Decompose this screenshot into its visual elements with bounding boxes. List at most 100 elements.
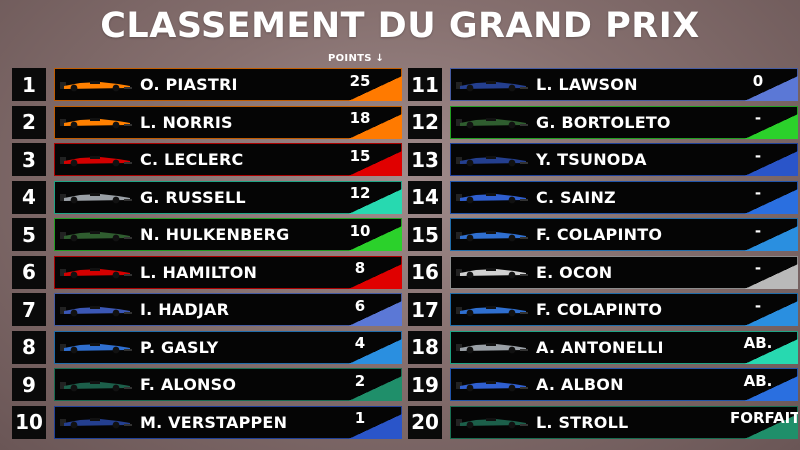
driver-name: A. ANTONELLI xyxy=(536,337,664,357)
points-value: 18 xyxy=(349,109,371,128)
standings-row: 15 F. COLAPINTO - xyxy=(408,218,798,252)
points-value: 6 xyxy=(354,296,366,315)
blue-pink-car-icon xyxy=(60,343,132,354)
standings-row: 18 A. ANTONELLI AB. xyxy=(408,330,798,364)
standings-row: 16 E. OCON - xyxy=(408,255,798,289)
driver-name: L. LAWSON xyxy=(536,75,638,94)
position-number: 18 xyxy=(408,330,442,364)
standings-row: 1 O. PIASTRI 25 xyxy=(12,68,402,101)
blue-pink-car-icon xyxy=(456,305,528,317)
team-color-stripe xyxy=(728,368,798,402)
team-color-stripe xyxy=(332,218,402,252)
points-value: - xyxy=(754,146,762,165)
position-number: 8 xyxy=(12,330,46,364)
points-value: 15 xyxy=(349,146,371,165)
team-color-stripe xyxy=(728,105,798,139)
standings-row: 7 I. HADJAR 6 xyxy=(12,293,402,327)
blue-car-icon xyxy=(60,305,132,317)
points-value: FORFAIT xyxy=(730,409,798,428)
position-number: 11 xyxy=(408,68,442,101)
standings-row: 20 L. STROLL FORFAIT xyxy=(408,405,798,439)
standings-column-left: 1 O. PIASTRI 25 2 L. NORRIS 18 3 C. LECLERC 15 4 G… xyxy=(12,68,402,443)
points-value: 4 xyxy=(354,334,366,353)
driver-name: C. SAINZ xyxy=(536,187,616,207)
driver-card: Y. TSUNODA - xyxy=(450,143,798,177)
driver-name: L. HAMILTON xyxy=(140,262,258,282)
driver-card: C. LECLERC 15 xyxy=(54,143,402,177)
standings-column-right: 11 L. LAWSON 0 12 G. BORTOLETO - 13 Y. TSUNODA -… xyxy=(408,68,798,443)
blue-car-icon xyxy=(456,380,528,392)
position-number: 6 xyxy=(12,255,46,289)
driver-name: E. OCON xyxy=(536,262,613,282)
position-number: 4 xyxy=(12,180,46,214)
standings-row: 9 F. ALONSO 2 xyxy=(12,368,402,402)
driver-card: O. PIASTRI 25 xyxy=(54,68,402,101)
team-color-stripe xyxy=(728,143,798,177)
team-color-stripe xyxy=(332,68,402,101)
standings-row: 3 C. LECLERC 15 xyxy=(12,143,402,177)
points-value: 25 xyxy=(349,71,371,90)
points-value: 10 xyxy=(349,221,371,240)
position-number: 10 xyxy=(12,405,46,439)
team-color-stripe xyxy=(728,293,798,327)
team-color-stripe xyxy=(728,405,798,439)
points-value: 12 xyxy=(349,184,371,203)
standings-row: 10 M. VERSTAPPEN 1 xyxy=(12,405,402,439)
position-number: 15 xyxy=(408,218,442,252)
position-number: 13 xyxy=(408,143,442,177)
navy-car-icon xyxy=(456,155,528,166)
white-car-icon xyxy=(456,268,528,279)
driver-card: F. ALONSO 2 xyxy=(54,368,402,402)
driver-name: L. NORRIS xyxy=(140,112,233,132)
standings-row: 11 L. LAWSON 0 xyxy=(408,68,798,101)
team-color-stripe xyxy=(332,143,402,177)
position-number: 17 xyxy=(408,293,442,327)
papaya-car-icon xyxy=(60,80,132,91)
blue-car-icon xyxy=(456,193,528,204)
driver-card: A. ANTONELLI AB. xyxy=(450,330,798,364)
standings-row: 6 L. HAMILTON 8 xyxy=(12,255,402,289)
page-title: CLASSEMENT DU GRAND PRIX xyxy=(100,6,700,46)
red-car-icon xyxy=(60,268,132,279)
green-car-icon xyxy=(60,230,132,242)
driver-card: E. OCON - xyxy=(450,255,798,289)
driver-name: L. STROLL xyxy=(536,412,629,432)
position-number: 14 xyxy=(408,180,442,214)
points-value: - xyxy=(754,296,762,315)
standings-row: 2 L. NORRIS 18 xyxy=(12,105,402,139)
position-number: 1 xyxy=(12,68,46,101)
driver-card: M. VERSTAPPEN 1 xyxy=(54,405,402,439)
green-car-icon xyxy=(60,380,132,392)
team-color-stripe xyxy=(728,255,798,289)
points-value: 8 xyxy=(354,259,366,278)
points-value: 1 xyxy=(354,409,366,428)
driver-card: L. HAMILTON 8 xyxy=(54,255,402,289)
points-value: AB. xyxy=(743,371,773,390)
position-number: 2 xyxy=(12,105,46,139)
blue-pink-car-icon xyxy=(456,230,528,242)
driver-card: N. HULKENBERG 10 xyxy=(54,218,402,252)
driver-name: N. HULKENBERG xyxy=(140,225,290,245)
position-number: 12 xyxy=(408,105,442,139)
team-color-stripe xyxy=(728,68,798,101)
team-color-stripe xyxy=(332,368,402,402)
position-number: 16 xyxy=(408,255,442,289)
standings-row: 13 Y. TSUNODA - xyxy=(408,143,798,177)
driver-name: O. PIASTRI xyxy=(140,75,238,94)
driver-name: Y. TSUNODA xyxy=(536,150,647,170)
driver-name: F. COLAPINTO xyxy=(536,300,663,320)
team-color-stripe xyxy=(332,293,402,327)
driver-card: F. COLAPINTO - xyxy=(450,218,798,252)
driver-name: F. COLAPINTO xyxy=(536,225,663,245)
driver-name: M. VERSTAPPEN xyxy=(140,412,288,432)
position-number: 20 xyxy=(408,405,442,439)
driver-card: L. STROLL FORFAIT xyxy=(450,405,798,439)
position-number: 19 xyxy=(408,368,442,402)
team-color-stripe xyxy=(332,255,402,289)
green-car-icon xyxy=(456,118,528,129)
team-color-stripe xyxy=(332,405,402,439)
navy-car-icon xyxy=(60,418,132,429)
standings-row: 5 N. HULKENBERG 10 xyxy=(12,218,402,252)
driver-name: I. HADJAR xyxy=(140,300,230,320)
position-number: 9 xyxy=(12,368,46,402)
